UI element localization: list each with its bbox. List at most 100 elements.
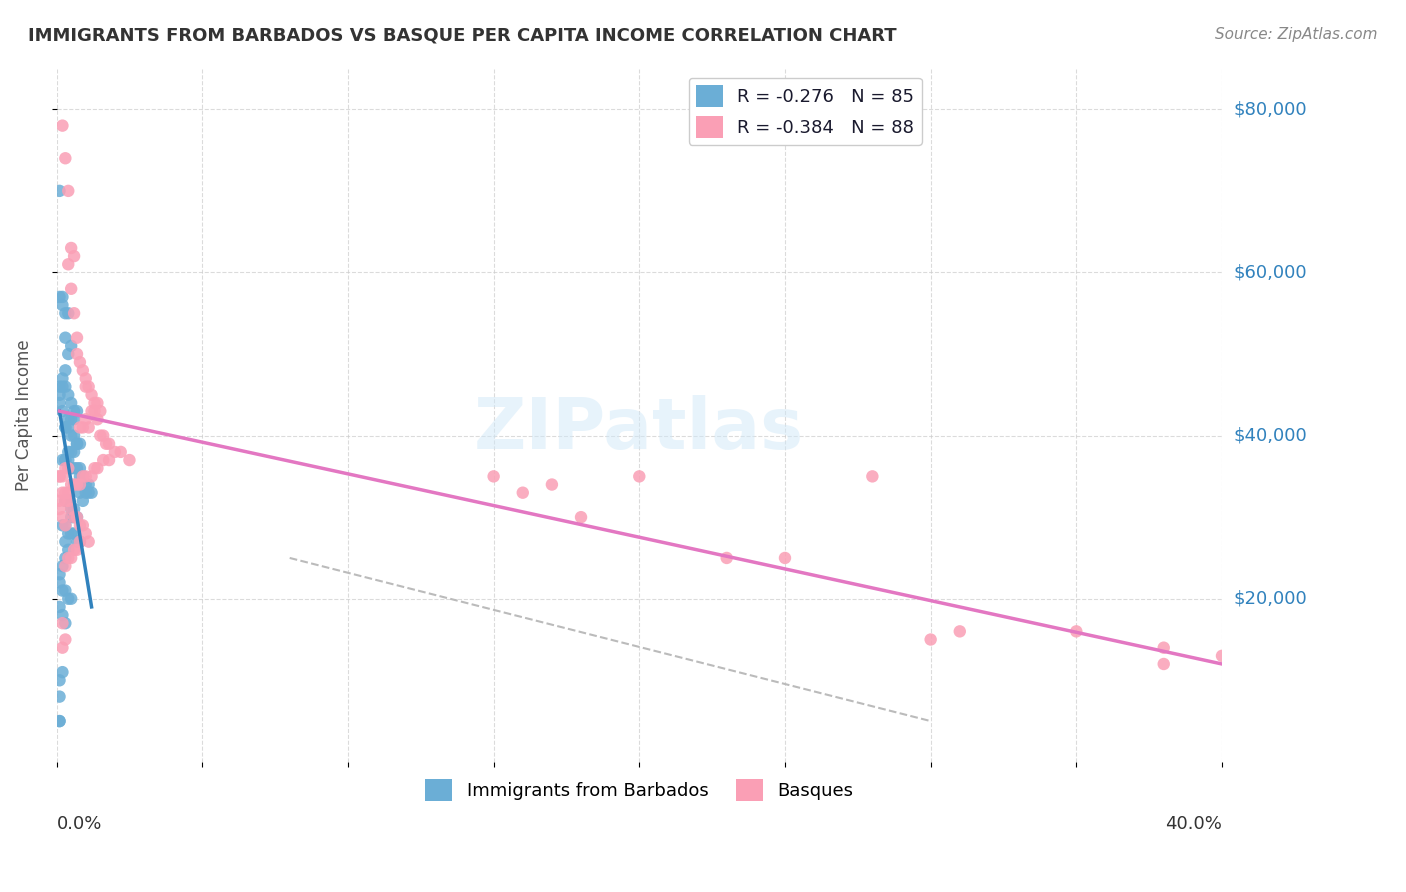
Point — [1211, 648, 1233, 663]
Point — [48, 673, 70, 688]
Point — [569, 510, 592, 524]
Point — [58, 388, 80, 402]
Point — [66, 436, 89, 450]
Point — [51, 485, 73, 500]
Point — [58, 347, 80, 361]
Point — [60, 591, 83, 606]
Point — [48, 379, 70, 393]
Point — [69, 534, 91, 549]
Point — [60, 412, 83, 426]
Point — [60, 445, 83, 459]
Point — [69, 518, 91, 533]
Point — [60, 428, 83, 442]
Point — [58, 412, 80, 426]
Point — [51, 371, 73, 385]
Point — [51, 404, 73, 418]
Point — [716, 551, 738, 566]
Text: $40,000: $40,000 — [1233, 426, 1308, 444]
Text: 40.0%: 40.0% — [1166, 815, 1222, 833]
Point — [69, 355, 91, 369]
Point — [58, 306, 80, 320]
Point — [51, 469, 73, 483]
Point — [53, 493, 76, 508]
Point — [53, 379, 76, 393]
Point — [48, 502, 70, 516]
Point — [58, 485, 80, 500]
Point — [60, 396, 83, 410]
Point — [80, 469, 103, 483]
Point — [60, 502, 83, 516]
Point — [53, 306, 76, 320]
Point — [1153, 657, 1175, 671]
Point — [72, 363, 94, 377]
Point — [66, 534, 89, 549]
Point — [98, 436, 121, 450]
Point — [48, 599, 70, 614]
Point — [48, 567, 70, 582]
Point — [77, 477, 100, 491]
Point — [53, 559, 76, 574]
Point — [72, 493, 94, 508]
Point — [77, 534, 100, 549]
Point — [48, 493, 70, 508]
Text: ZIPatlas: ZIPatlas — [474, 394, 804, 464]
Text: Source: ZipAtlas.com: Source: ZipAtlas.com — [1215, 27, 1378, 42]
Point — [53, 485, 76, 500]
Point — [51, 559, 73, 574]
Point — [58, 420, 80, 434]
Point — [58, 257, 80, 271]
Point — [53, 453, 76, 467]
Point — [86, 461, 108, 475]
Y-axis label: Per Capita Income: Per Capita Income — [15, 339, 32, 491]
Point — [60, 339, 83, 353]
Point — [860, 469, 883, 483]
Point — [48, 388, 70, 402]
Point — [58, 591, 80, 606]
Point — [53, 534, 76, 549]
Point — [482, 469, 505, 483]
Point — [69, 461, 91, 475]
Point — [75, 477, 97, 491]
Point — [48, 714, 70, 728]
Point — [48, 690, 70, 704]
Point — [69, 485, 91, 500]
Point — [83, 404, 105, 418]
Point — [110, 445, 132, 459]
Point — [920, 632, 942, 647]
Point — [541, 477, 564, 491]
Point — [51, 665, 73, 680]
Point — [80, 404, 103, 418]
Point — [104, 445, 127, 459]
Point — [66, 510, 89, 524]
Point — [60, 510, 83, 524]
Point — [512, 485, 534, 500]
Point — [83, 396, 105, 410]
Point — [51, 290, 73, 304]
Point — [63, 542, 86, 557]
Point — [63, 445, 86, 459]
Point — [773, 551, 796, 566]
Point — [75, 379, 97, 393]
Point — [51, 298, 73, 312]
Point — [51, 453, 73, 467]
Point — [94, 436, 117, 450]
Point — [63, 510, 86, 524]
Point — [60, 526, 83, 541]
Point — [63, 510, 86, 524]
Point — [58, 493, 80, 508]
Point — [48, 290, 70, 304]
Point — [51, 518, 73, 533]
Text: $80,000: $80,000 — [1233, 100, 1308, 119]
Point — [69, 436, 91, 450]
Point — [63, 502, 86, 516]
Point — [58, 493, 80, 508]
Text: IMMIGRANTS FROM BARBADOS VS BASQUE PER CAPITA INCOME CORRELATION CHART: IMMIGRANTS FROM BARBADOS VS BASQUE PER C… — [28, 27, 897, 45]
Point — [63, 526, 86, 541]
Point — [53, 453, 76, 467]
Point — [77, 379, 100, 393]
Point — [77, 420, 100, 434]
Point — [51, 608, 73, 623]
Point — [63, 461, 86, 475]
Point — [60, 551, 83, 566]
Point — [91, 428, 114, 442]
